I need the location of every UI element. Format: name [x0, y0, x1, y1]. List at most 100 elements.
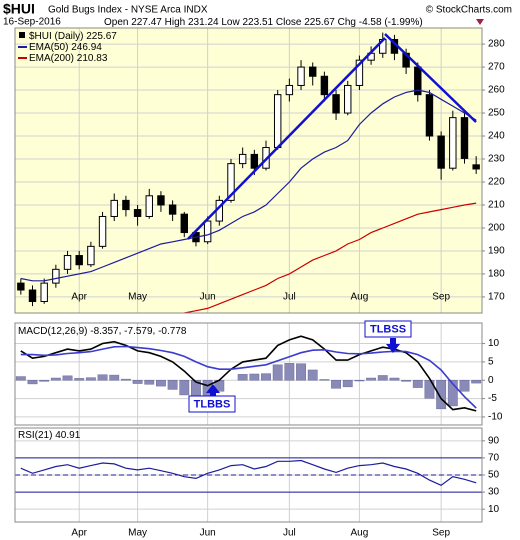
candle-body — [472, 164, 480, 170]
histogram-bar — [447, 379, 458, 407]
label: Open — [104, 17, 128, 28]
histogram-bar — [389, 377, 400, 381]
histogram-bar — [15, 376, 26, 381]
y-tick-label: 170 — [488, 292, 505, 303]
value: 40.91 — [55, 430, 80, 441]
candle-body — [460, 117, 469, 159]
price-panel-bg — [15, 28, 482, 313]
plot-layer — [15, 28, 482, 522]
line — [181, 202, 477, 313]
y-tick-label: -5 — [488, 393, 497, 404]
annotation: TLBSS — [370, 323, 406, 335]
candle-body — [285, 84, 294, 96]
histogram-bar — [156, 379, 166, 387]
y-tick-label: -10 — [488, 412, 503, 423]
value: 225.67 — [304, 17, 335, 28]
histogram-bar — [179, 379, 190, 396]
quote-line: Open 227.47 High 231.24 Low 223.51 Close… — [104, 17, 423, 28]
histogram-bar — [74, 378, 85, 381]
histogram-bar — [97, 374, 108, 381]
y-tick-label: 10 — [488, 504, 500, 515]
y-tick-label: 5 — [488, 357, 494, 368]
candle-body — [40, 282, 48, 303]
value: -4.58 (-1.99%) — [359, 17, 423, 28]
x-tick-label: Jul — [283, 292, 296, 303]
x-tick-label: Apr — [71, 528, 87, 539]
legend-entry: $HUI (Daily) 225.67 — [29, 31, 117, 42]
value: 231.24 — [188, 17, 219, 28]
histogram-bar — [272, 364, 283, 381]
histogram-bar — [261, 373, 271, 381]
candle-body — [273, 94, 282, 149]
candle-body — [75, 255, 83, 266]
histogram-bar — [459, 379, 470, 392]
legend-value: 246.94 — [71, 42, 102, 53]
y-tick-label: 180 — [488, 269, 505, 280]
indicator: RSI(21) — [18, 430, 52, 441]
x-tick-label: May — [128, 528, 147, 539]
legend-name: $HUI (Daily) — [29, 31, 83, 42]
panel — [15, 323, 482, 425]
candle-body — [449, 117, 457, 169]
y-tick-label: 30 — [488, 487, 500, 498]
histogram-bar — [366, 377, 377, 381]
macd-frame — [14, 322, 483, 426]
legend-name: EMA(50) — [29, 42, 68, 53]
candle-body — [203, 220, 212, 243]
legend-value: 210.83 — [77, 53, 108, 64]
candle-body — [355, 59, 364, 86]
legend-swatch — [19, 32, 25, 38]
y-tick-label: 190 — [488, 246, 505, 257]
histogram-bar — [144, 379, 155, 385]
candle-body — [52, 268, 60, 284]
histogram-bar — [62, 375, 73, 381]
histogram-bar — [296, 363, 306, 381]
candle-body — [437, 135, 445, 169]
label: Close — [276, 17, 302, 28]
histogram-bar — [85, 377, 96, 381]
candle-body — [227, 163, 235, 201]
histogram-bar — [424, 379, 435, 399]
x-tick-label: Aug — [351, 292, 369, 303]
histogram-bar — [319, 379, 330, 381]
histogram-bar — [120, 378, 131, 381]
x-tick-label: Jun — [200, 528, 216, 539]
histogram-bar — [132, 379, 143, 384]
line — [20, 459, 477, 486]
chart-title: Gold Bugs Index - NYSE Arca INDX — [48, 5, 208, 16]
value: 223.51 — [243, 17, 274, 28]
x-tick-label: Sep — [432, 528, 450, 539]
candle-body — [238, 153, 247, 165]
line — [20, 89, 477, 282]
candle-body — [110, 199, 118, 217]
legend-entry: EMA(200) 210.83 — [29, 53, 108, 64]
date: 16-Sep-2016 — [3, 17, 61, 28]
legend-entry: EMA(50) 246.94 — [29, 42, 102, 53]
value: -0.778 — [158, 326, 187, 337]
value: -8.357 — [90, 326, 119, 337]
y-tick-label: 280 — [488, 39, 505, 50]
candle-body — [332, 94, 340, 114]
y-tick-label: 220 — [488, 177, 505, 188]
y-tick-label: 250 — [488, 108, 505, 119]
annotation-arrow — [206, 384, 220, 397]
candle-body — [309, 66, 317, 77]
y-tick-label: 210 — [488, 200, 505, 211]
down-arrow — [476, 19, 484, 25]
histogram-bar — [331, 379, 341, 389]
y-tick-label: 260 — [488, 85, 505, 96]
y-tick-label: 240 — [488, 131, 505, 142]
rsi-label: RSI(21) 40.91 — [18, 430, 81, 441]
candle-body — [145, 195, 153, 217]
histogram-bar — [167, 379, 178, 390]
y-tick-label: 0 — [488, 375, 494, 386]
panel — [15, 428, 482, 522]
candle-body — [297, 66, 305, 86]
histogram-bar — [354, 379, 365, 382]
candle-body — [157, 195, 165, 206]
legend-name: EMA(200) — [29, 53, 74, 64]
candle-body — [133, 209, 142, 217]
annotation-box — [188, 395, 236, 413]
histogram-bar — [377, 375, 388, 381]
candle-body — [425, 94, 434, 137]
